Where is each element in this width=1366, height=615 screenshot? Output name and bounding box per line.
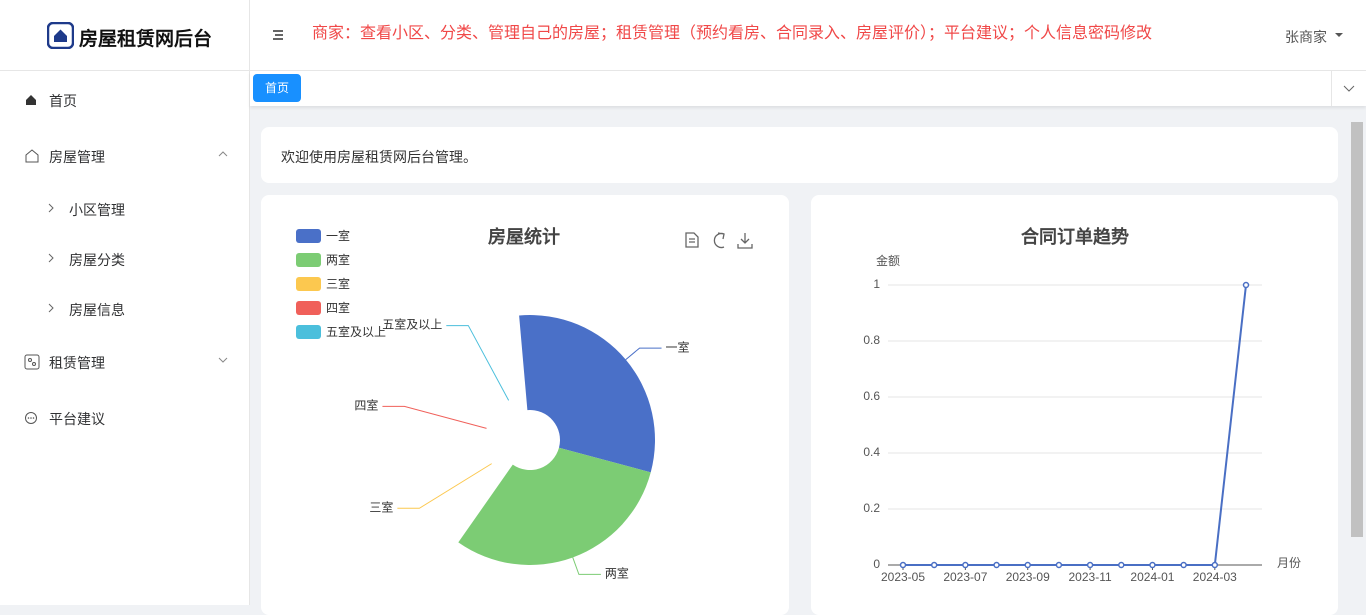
user-name[interactable]: 张商家 <box>1285 29 1327 45</box>
line-point <box>1211 561 1219 569</box>
slice-label: 一室 <box>666 339 690 354</box>
x-tick-label: 2023-07 <box>943 570 987 584</box>
x-tick-label: 2023-05 <box>881 570 925 584</box>
x-axis-title: 月份 <box>1277 556 1301 570</box>
line-point <box>1118 561 1125 569</box>
line-point <box>993 561 1000 569</box>
slice-label: 五室及以上 <box>382 317 442 332</box>
menu-item[interactable]: 租赁管理 <box>49 355 105 371</box>
line-point <box>1086 561 1094 569</box>
line-point <box>962 561 969 569</box>
arrow-up <box>218 151 228 157</box>
legend-label: 两室 <box>326 252 350 267</box>
submenu-item[interactable]: 房屋分类 <box>69 252 125 268</box>
legend-label: 一室 <box>326 228 350 243</box>
y-tick-label: 1 <box>873 277 880 291</box>
y-axis-title: 金额 <box>876 253 900 268</box>
x-tick-label: 2023-11 <box>1069 570 1112 584</box>
tab[interactable]: 首页 <box>253 74 301 102</box>
tabs-caret <box>1343 85 1355 92</box>
house-icon <box>25 149 39 163</box>
label-line <box>446 325 510 401</box>
chart-title: 房屋统计 <box>488 226 560 247</box>
slice-label: 四室 <box>354 398 378 413</box>
legend-swatch <box>296 301 321 315</box>
legend-label: 五室及以上 <box>326 324 386 339</box>
x-tick-label: 2023-09 <box>1006 570 1050 584</box>
line-point <box>1024 561 1031 569</box>
submenu-item[interactable]: 房屋信息 <box>69 302 125 318</box>
welcome-card: 欢迎使用房屋租赁网后台管理。 <box>261 127 1338 183</box>
rose-sector <box>458 447 651 565</box>
line-point <box>1180 561 1187 569</box>
x-tick-label: 2024-01 <box>1130 570 1174 584</box>
tabs-bar: 首页 <box>250 71 1366 106</box>
collapse-button[interactable] <box>272 29 284 41</box>
home-icon <box>26 95 36 105</box>
slice-label: 两室 <box>605 566 629 581</box>
line-series <box>903 284 1247 566</box>
menu-item[interactable]: 房屋管理 <box>49 149 105 165</box>
chat-icon <box>25 412 37 424</box>
rent-icon <box>24 354 40 370</box>
chart-title: 合同订单趋势 <box>1021 226 1129 247</box>
legend-swatch <box>296 277 321 291</box>
header: 商家：查看小区、分类、管理自己的房屋；租赁管理（预约看房、合同录入、房屋评价）；… <box>250 0 1366 71</box>
y-tick-label: 0.4 <box>863 445 880 459</box>
tabs-menu[interactable] <box>1331 71 1366 106</box>
welcome-text: 欢迎使用房屋租赁网后台管理。 <box>281 149 477 165</box>
line-point <box>1242 281 1250 289</box>
line-point <box>899 561 907 569</box>
label-line <box>625 347 662 361</box>
rose-sector <box>519 315 655 473</box>
line-point <box>930 561 938 569</box>
submenu-item[interactable]: 小区管理 <box>69 202 125 218</box>
legend-swatch <box>296 229 321 243</box>
arrow-down <box>218 357 228 363</box>
scrollbar[interactable] <box>1351 122 1363 537</box>
legend-label: 四室 <box>326 300 350 315</box>
logo[interactable]: 房屋租赁网后台 <box>0 0 249 71</box>
y-tick-label: 0 <box>873 557 880 571</box>
user-caret <box>1335 33 1343 37</box>
toolbox[interactable] <box>685 232 753 249</box>
line-point <box>1055 561 1063 569</box>
line-point <box>1149 561 1156 569</box>
logo-title: 房屋租赁网后台 <box>79 29 213 50</box>
line-card: 合同订单趋势金额月份 0 0.2 0.4 0.6 0.8 1 2023-05 2023-07 20… <box>811 195 1338 615</box>
y-tick-label: 0.6 <box>863 389 880 403</box>
sidebar: 房屋租赁网后台 首页 房屋管理 小区管理 房屋分类 房屋信息 租赁管理 平台建议 <box>0 0 250 605</box>
submenu-arrows <box>48 203 54 313</box>
label-line <box>382 405 487 429</box>
y-tick-label: 0.2 <box>863 501 880 515</box>
label-line <box>397 463 492 509</box>
slice-label: 三室 <box>369 499 393 514</box>
legend-label: 三室 <box>326 276 350 291</box>
legend-swatch <box>296 325 321 339</box>
notice: 商家：查看小区、分类、管理自己的房屋；租赁管理（预约看房、合同录入、房屋评价）；… <box>312 25 1153 42</box>
legend-swatch <box>296 253 321 267</box>
label-line <box>572 557 601 575</box>
x-tick-label: 2024-03 <box>1193 570 1237 584</box>
pie-card: 房屋统计 一室 两室 三室 四室 五室及以上 一室 两室 三室 四室 五室及以上 <box>261 195 789 615</box>
menu-item[interactable]: 首页 <box>49 93 77 109</box>
menu-item[interactable]: 平台建议 <box>49 411 105 427</box>
logo-icon <box>47 22 74 49</box>
y-tick-label: 0.8 <box>863 333 880 347</box>
